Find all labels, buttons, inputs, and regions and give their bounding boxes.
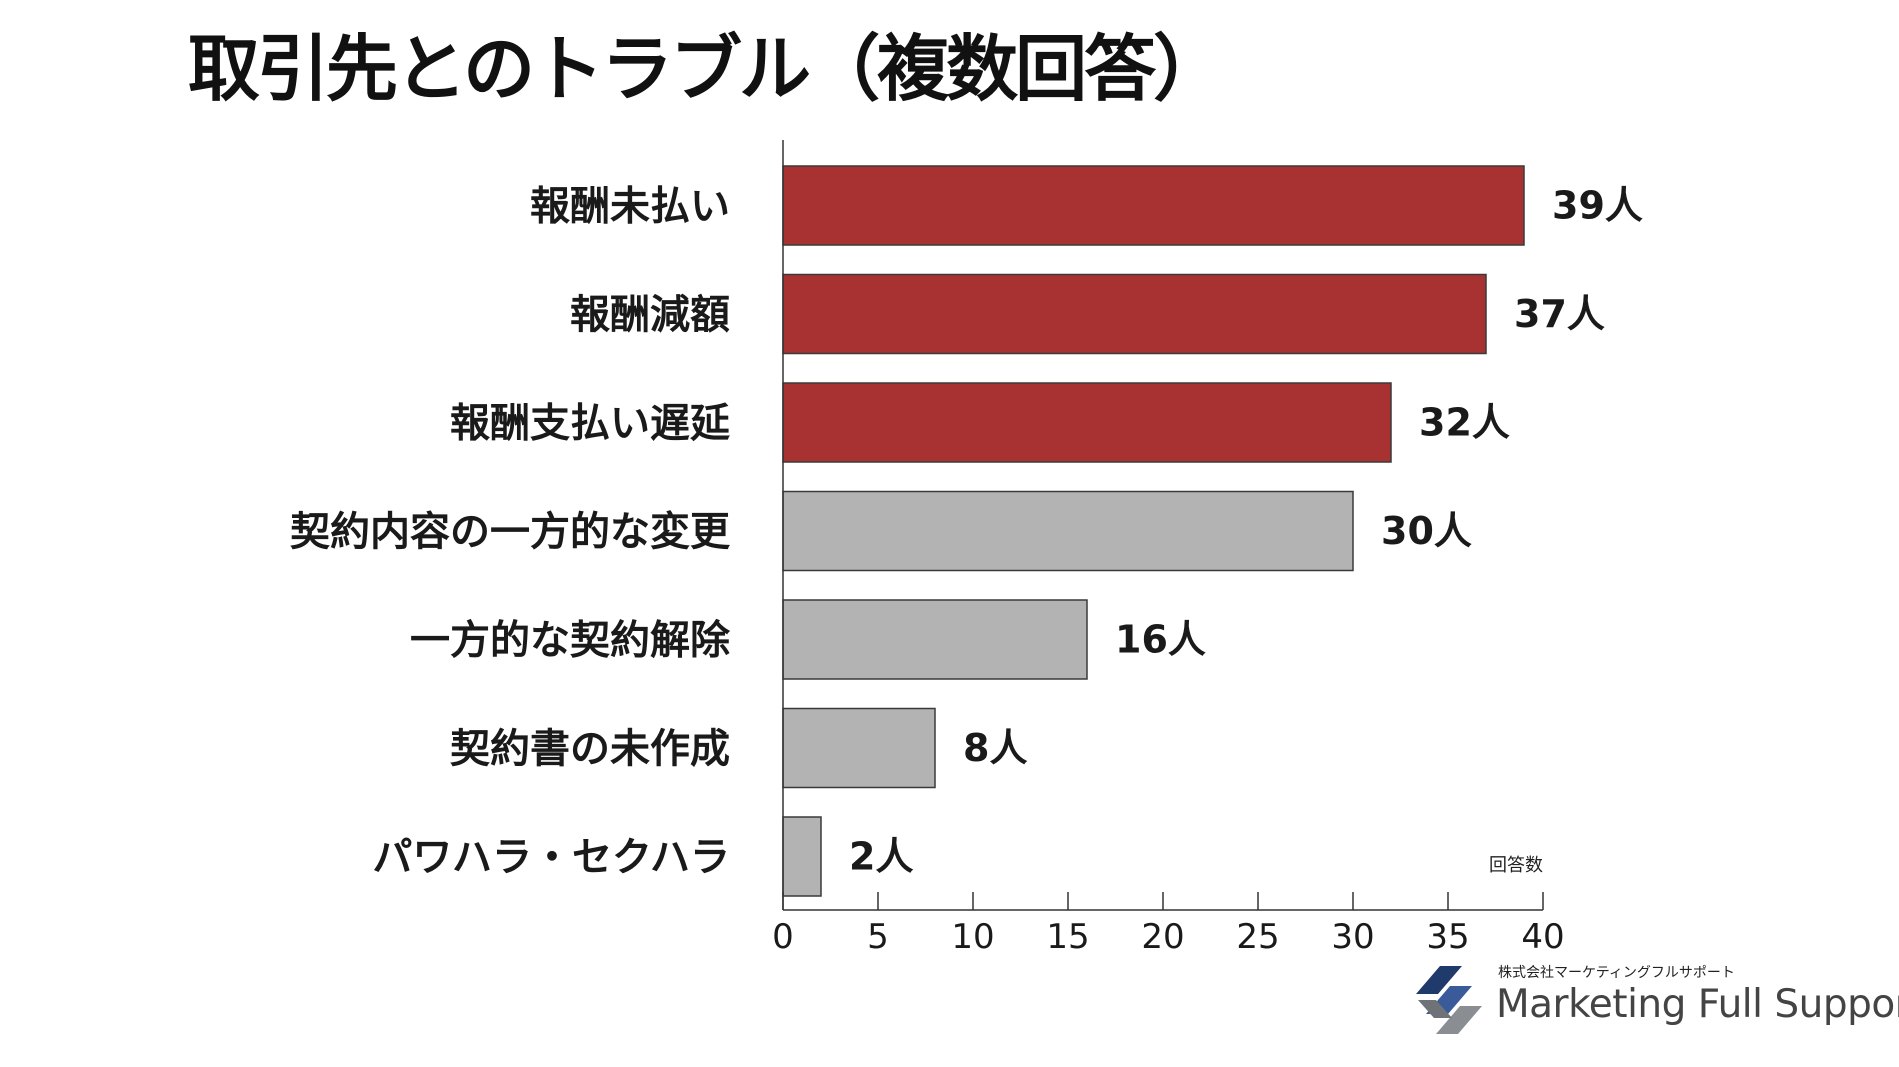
bars-layer [782, 165, 1525, 897]
x-tick-label: 20 [1141, 917, 1184, 957]
x-tick-label: 25 [1236, 917, 1279, 957]
bar-4 [782, 490, 1354, 572]
category-label: 報酬支払い遅延 [450, 401, 730, 447]
value-label: 30人 [1381, 509, 1472, 553]
axis-layer [782, 140, 1544, 911]
value-label: 2人 [849, 835, 913, 879]
bar-6 [782, 707, 936, 789]
category-label: 契約書の未作成 [450, 726, 730, 772]
category-label: 報酬未払い [530, 184, 730, 230]
category-label: パワハラ・セクハラ [372, 835, 730, 881]
company-name-en: Marketing Full Support [1496, 982, 1899, 1027]
x-tick-label: 30 [1331, 917, 1374, 957]
x-tick-label: 0 [772, 917, 794, 957]
x-tick-label: 15 [1046, 917, 1089, 957]
x-tick-label: 40 [1521, 917, 1564, 957]
x-tick-label: 5 [867, 917, 889, 957]
value-label: 8人 [963, 726, 1027, 770]
company-logo: 株式会社マーケティングフルサポート Marketing Full Support [1410, 960, 1899, 1040]
bar-5 [782, 599, 1088, 680]
value-label: 37人 [1514, 292, 1605, 336]
category-label: 報酬減額 [570, 292, 730, 338]
bar-1 [782, 165, 1525, 246]
x-axis-unit-label: 回答数 [1489, 855, 1543, 876]
value-label: 32人 [1419, 401, 1510, 445]
bar-2 [782, 273, 1487, 355]
x-tick-label: 35 [1426, 917, 1469, 957]
company-name-jp: 株式会社マーケティングフルサポート [1498, 965, 1735, 981]
category-label: 契約内容の一方的な変更 [290, 509, 731, 555]
category-label: 一方的な契約解除 [410, 618, 731, 664]
bar-7 [782, 816, 822, 897]
x-tick-label: 10 [951, 917, 994, 957]
value-label: 16人 [1115, 618, 1206, 662]
bar-3 [782, 382, 1392, 463]
company-logo-icon [1416, 966, 1482, 1034]
chart-title: 取引先とのトラブル（複数回答） [187, 27, 1225, 111]
value-label: 39人 [1552, 184, 1643, 228]
